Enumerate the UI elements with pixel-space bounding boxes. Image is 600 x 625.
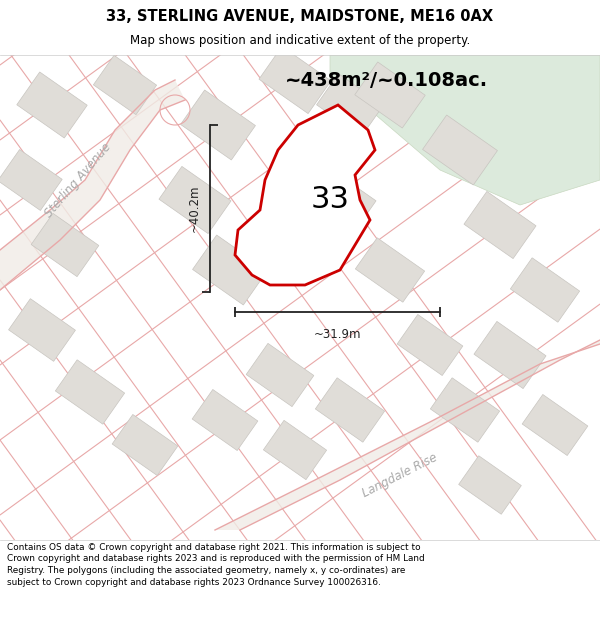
Text: Sterling Avenue: Sterling Avenue (42, 140, 114, 220)
Polygon shape (430, 378, 500, 442)
Polygon shape (422, 115, 497, 185)
Polygon shape (181, 90, 256, 160)
Polygon shape (55, 360, 125, 424)
Text: ~40.2m: ~40.2m (187, 185, 200, 232)
Polygon shape (304, 166, 376, 234)
Text: 33, STERLING AVENUE, MAIDSTONE, ME16 0AX: 33, STERLING AVENUE, MAIDSTONE, ME16 0AX (106, 9, 494, 24)
Polygon shape (263, 421, 326, 479)
Polygon shape (17, 72, 87, 138)
Text: Contains OS data © Crown copyright and database right 2021. This information is : Contains OS data © Crown copyright and d… (7, 542, 425, 587)
Text: ~438m²/~0.108ac.: ~438m²/~0.108ac. (285, 71, 488, 89)
Polygon shape (458, 456, 521, 514)
Text: 33: 33 (311, 186, 349, 214)
Polygon shape (355, 238, 425, 302)
Text: Langdale Rise: Langdale Rise (360, 451, 440, 499)
Polygon shape (159, 166, 231, 234)
Polygon shape (94, 56, 157, 114)
Polygon shape (193, 235, 268, 305)
Polygon shape (259, 46, 331, 114)
Polygon shape (246, 343, 314, 407)
Polygon shape (330, 55, 600, 205)
Polygon shape (355, 62, 425, 128)
Polygon shape (31, 213, 99, 277)
Polygon shape (397, 314, 463, 376)
Polygon shape (235, 105, 375, 285)
Polygon shape (511, 258, 580, 322)
Polygon shape (0, 149, 62, 211)
Polygon shape (8, 299, 76, 361)
Polygon shape (0, 80, 185, 290)
Text: Map shows position and indicative extent of the property.: Map shows position and indicative extent… (130, 34, 470, 48)
Polygon shape (317, 74, 383, 136)
Polygon shape (474, 321, 546, 389)
Polygon shape (522, 394, 588, 456)
Polygon shape (316, 378, 385, 442)
Polygon shape (112, 414, 178, 476)
Text: ~31.9m: ~31.9m (314, 328, 361, 341)
Polygon shape (192, 389, 258, 451)
Polygon shape (215, 340, 600, 530)
Polygon shape (464, 191, 536, 259)
